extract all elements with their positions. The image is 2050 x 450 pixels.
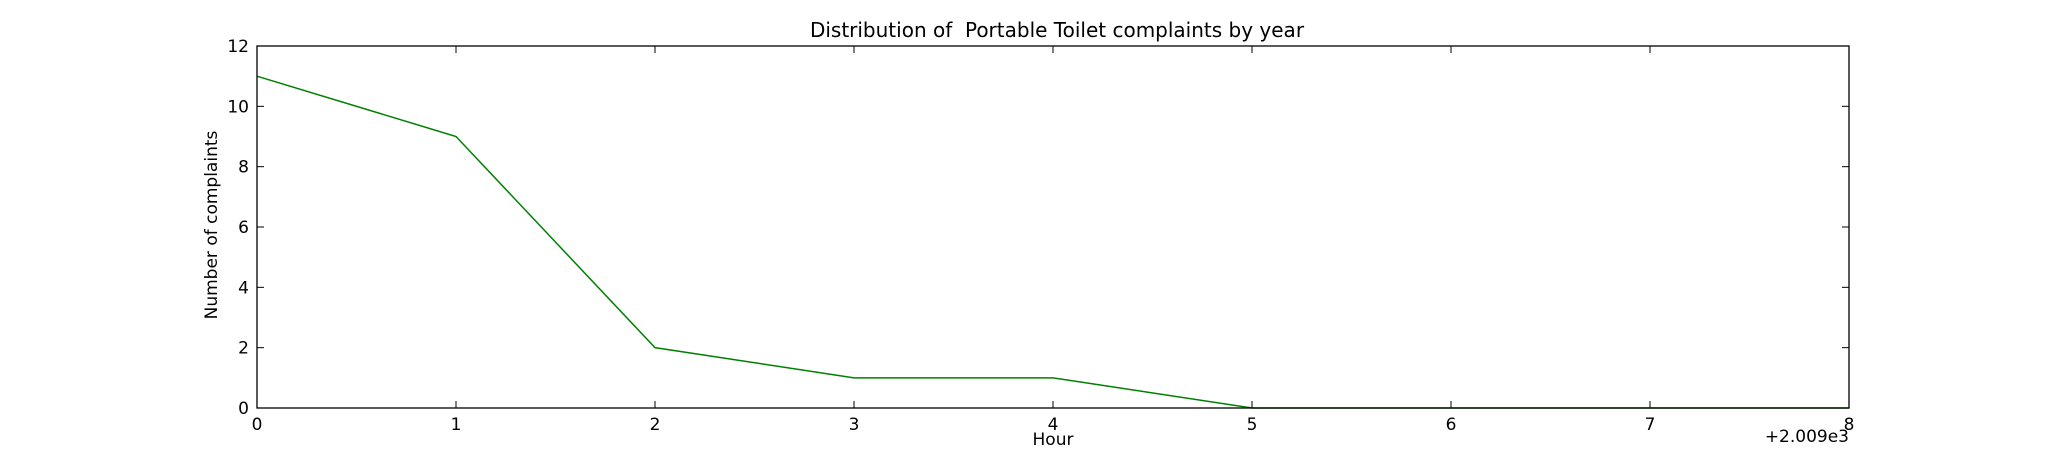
y-tick-label: 8 [238, 158, 249, 178]
x-tick-label: 5 [1247, 415, 1258, 435]
x-axis-label: Hour [1033, 430, 1074, 450]
y-tick-label: 4 [238, 278, 249, 298]
x-offset-label: +2.009e3 [1765, 427, 1849, 447]
x-tick-label: 7 [1645, 415, 1656, 435]
y-tick-label: 0 [238, 399, 249, 419]
x-tick-label: 2 [650, 415, 661, 435]
y-tick-label: 10 [227, 97, 249, 117]
x-tick-label: 0 [252, 415, 263, 435]
plot-area [256, 75, 1849, 409]
x-tick-label: 8 [1844, 415, 1855, 435]
y-tick-label: 6 [238, 218, 249, 238]
y-tick-label: 2 [238, 339, 249, 359]
y-axis-label: Number of complaints [202, 130, 222, 319]
x-tick-label: 6 [1446, 415, 1457, 435]
x-tick-label: 3 [849, 415, 860, 435]
chart-title: Distribution of Portable Toilet complain… [810, 18, 1305, 42]
x-tick-label: 1 [451, 415, 462, 435]
series-line [256, 75, 1849, 409]
axes-frame [256, 45, 1850, 409]
x-tick-label: 4 [1048, 415, 1059, 435]
y-tick-label: 12 [227, 37, 249, 57]
